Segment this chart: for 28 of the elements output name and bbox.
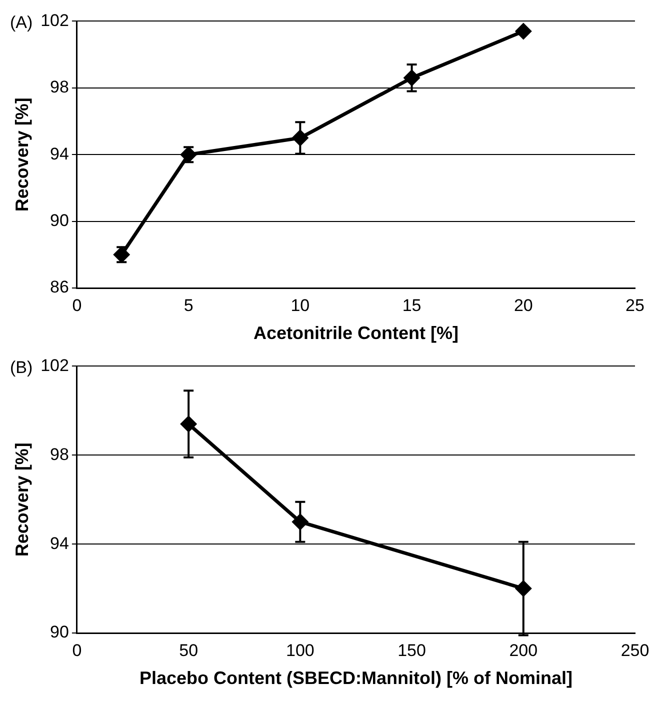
y-tick-label: 90	[50, 210, 69, 230]
y-tick-label: 98	[50, 444, 69, 464]
chart-title: (A)	[10, 12, 33, 32]
x-tick-label: 20	[514, 296, 533, 315]
x-axis-title: Placebo Content (SBECD:Mannitol) [% of Nominal]	[139, 668, 572, 688]
y-tick-label: 86	[50, 278, 69, 297]
y-tick-label: 94	[50, 534, 69, 553]
y-axis-title: Recovery [%]	[12, 442, 32, 557]
point	[514, 22, 532, 40]
x-tick-label: 200	[509, 640, 538, 660]
x-tick-label: 50	[179, 640, 198, 660]
x-tick-label: 250	[620, 640, 650, 660]
x-tick-label: 0	[72, 296, 82, 315]
x-tick-label: 100	[286, 640, 314, 660]
x-tick-label: 150	[398, 640, 426, 660]
y-tick-label: 102	[40, 10, 69, 30]
x-tick-label: 25	[626, 296, 644, 315]
y-tick-label: 98	[50, 78, 69, 97]
x-tick-label: 10	[290, 296, 310, 315]
y-tick-label: 102	[40, 356, 69, 375]
x-tick-label: 5	[184, 296, 194, 315]
y-tick-label: 90	[50, 622, 69, 642]
x-tick-label: 0	[72, 640, 82, 660]
y-tick-label: 94	[50, 144, 69, 164]
y-axis-title: Recovery [%]	[12, 98, 32, 212]
x-axis-title: Acetonitrile Content [%]	[253, 323, 458, 344]
x-tick-label: 15	[402, 296, 422, 315]
chart-title: (B)	[10, 358, 33, 377]
